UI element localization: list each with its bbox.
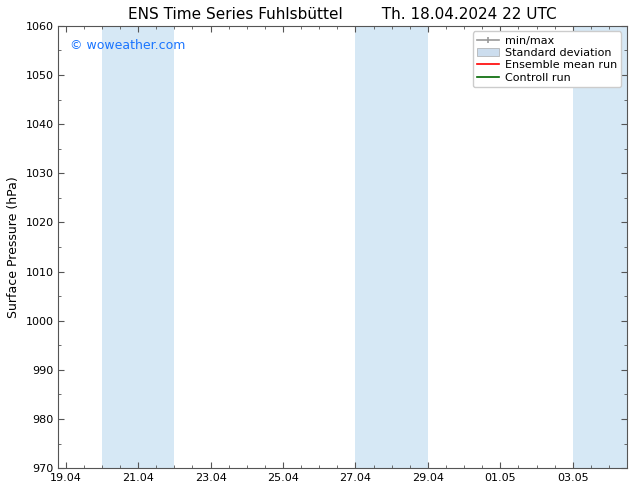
Bar xyxy=(356,26,428,468)
Bar xyxy=(573,26,627,468)
Title: ENS Time Series Fuhlsbüttel        Th. 18.04.2024 22 UTC: ENS Time Series Fuhlsbüttel Th. 18.04.20… xyxy=(129,7,557,22)
Legend: min/max, Standard deviation, Ensemble mean run, Controll run: min/max, Standard deviation, Ensemble me… xyxy=(472,31,621,87)
Y-axis label: Surface Pressure (hPa): Surface Pressure (hPa) xyxy=(7,176,20,318)
Text: © woweather.com: © woweather.com xyxy=(70,39,185,52)
Bar xyxy=(102,26,174,468)
